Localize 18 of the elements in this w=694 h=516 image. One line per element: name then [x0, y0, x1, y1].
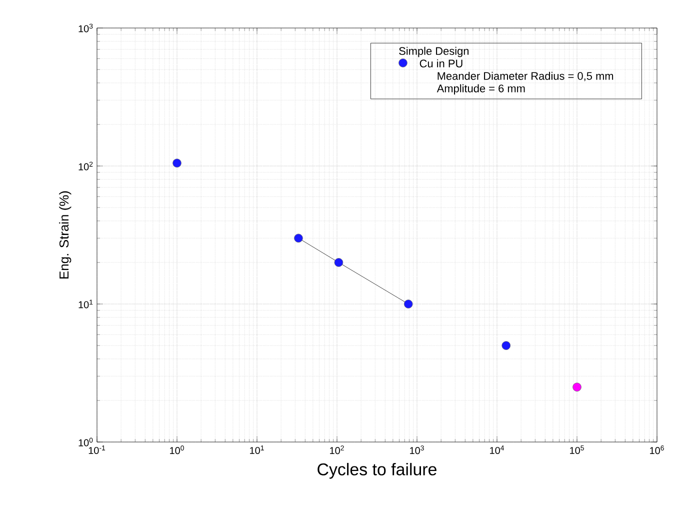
y-tick-label: 10$^{1}$: [78, 300, 93, 308]
y-tick-label: 10$^{0}$: [78, 438, 93, 446]
x-tick-label: 10$^{0}$: [170, 446, 184, 454]
x-tick-label: 10$^{2}$: [330, 446, 344, 454]
x-axis-title: Cycles to failure: [318, 462, 436, 479]
legend-label: Cu in PU: [420, 59, 462, 68]
x-tick-label: 10$^{-1}$: [88, 446, 106, 454]
annotation: Meander Diameter Radius = 0,5 mm: [438, 72, 614, 82]
y-tick-label: 10$^{3}$: [78, 24, 93, 32]
y-axis-title: Eng. Strain (%): [59, 191, 72, 278]
x-tick-label: 10$^{6}$: [650, 446, 664, 454]
y-tick-label: 10$^{2}$: [78, 162, 93, 170]
x-tick-label: 10$^{1}$: [250, 446, 264, 454]
x-tick-label: 10$^{4}$: [490, 446, 504, 454]
x-tick-label: 10$^{5}$: [570, 446, 584, 454]
legend-title: Simple Design: [399, 46, 469, 58]
annotation: Amplitude = 6 mm: [436, 84, 525, 94]
x-tick-label: 10$^{3}$: [410, 446, 424, 454]
